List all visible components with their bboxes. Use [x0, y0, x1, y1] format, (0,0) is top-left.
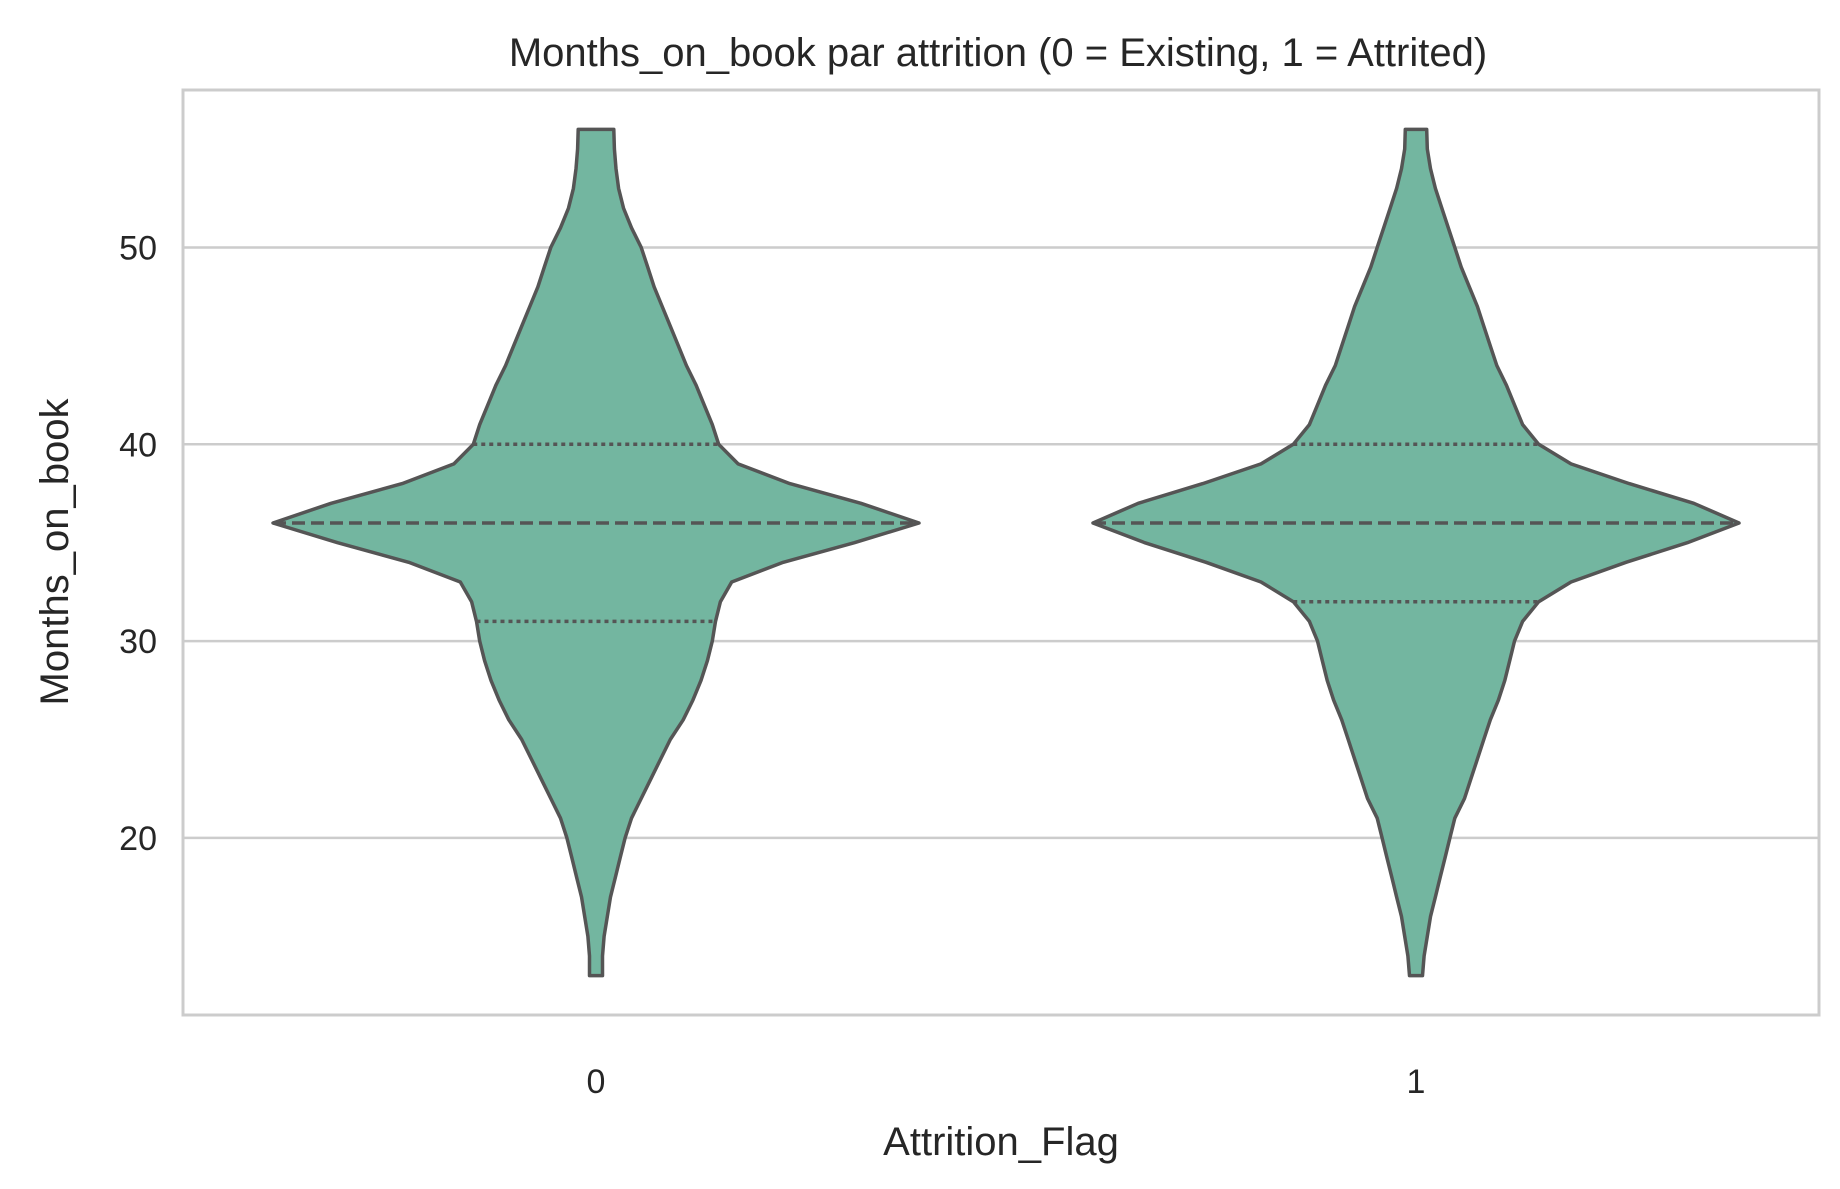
y-tick-label: 50	[119, 229, 157, 267]
violin-body-1	[1091, 127, 1741, 978]
y-tick-labels: 20 30 40 50	[119, 229, 157, 857]
x-tick-label: 0	[587, 1063, 606, 1101]
plot-frame	[181, 88, 1821, 1017]
violins	[271, 127, 1741, 978]
chart-title: Months_on_book par attrition (0 = Existi…	[509, 31, 1487, 75]
x-tick-label: 1	[1407, 1063, 1426, 1101]
y-axis-label: Months_on_book	[33, 398, 77, 706]
y-tick-label: 20	[119, 820, 157, 858]
x-axis-label: Attrition_Flag	[883, 1120, 1119, 1164]
violin-body-0	[271, 127, 921, 978]
y-tick-label: 30	[119, 623, 157, 661]
grid-lines	[183, 246, 1819, 840]
y-tick-label: 40	[119, 426, 157, 464]
